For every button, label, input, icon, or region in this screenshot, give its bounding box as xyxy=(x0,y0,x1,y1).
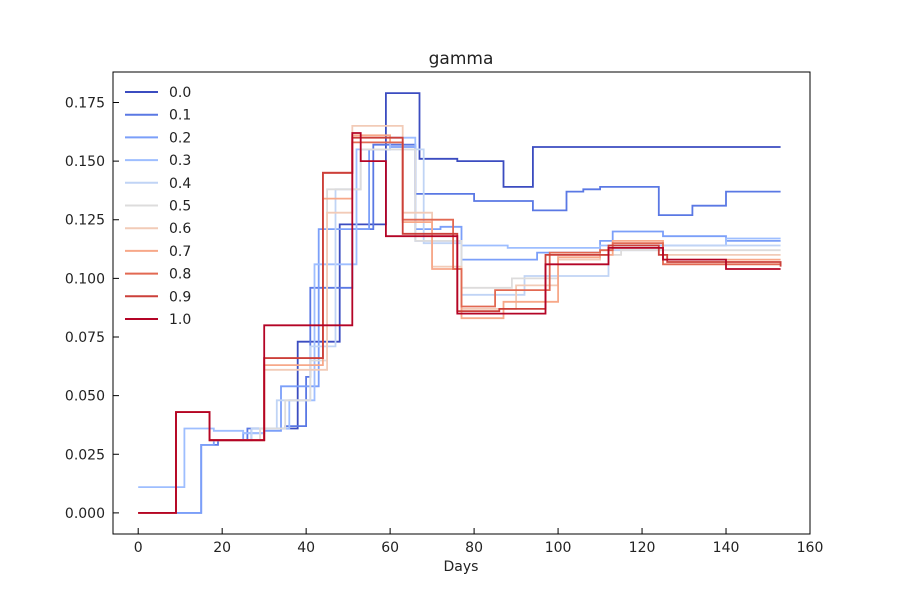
y-tick-label: 0.075 xyxy=(65,330,105,346)
x-tick-label: 20 xyxy=(213,540,231,556)
legend-label-0.1: 0.1 xyxy=(169,108,191,124)
y-tick-label: 0.150 xyxy=(65,154,105,170)
legend-label-0.4: 0.4 xyxy=(169,176,191,192)
x-axis: 0 20 40 60 80 100 120 140 160 xyxy=(134,528,824,556)
legend-label-0.0: 0.0 xyxy=(169,85,191,101)
x-tick-label: 160 xyxy=(797,540,824,556)
legend-label-0.5: 0.5 xyxy=(169,199,191,215)
chart-title: gamma xyxy=(429,49,494,69)
y-axis: 0.000 0.025 0.050 0.075 0.100 0.125 0.150 0.175 xyxy=(65,95,119,522)
y-tick-label: 0.000 xyxy=(65,506,105,522)
y-tick-label: 0.175 xyxy=(65,95,105,111)
legend-label-0.7: 0.7 xyxy=(169,244,191,260)
legend-label-0.2: 0.2 xyxy=(169,130,191,146)
series-line-1.0 xyxy=(138,132,781,514)
legend: 0.0 0.1 0.2 0.3 0.4 0.5 0.6 0.7 0.8 0.9 1.0 xyxy=(125,85,191,328)
x-axis-label: Days xyxy=(444,559,479,575)
x-tick-label: 100 xyxy=(545,540,572,556)
x-tick-label: 60 xyxy=(381,540,399,556)
x-tick-label: 80 xyxy=(465,540,483,556)
x-tick-label: 120 xyxy=(629,540,656,556)
series-line-0.1 xyxy=(138,143,781,514)
series-layer xyxy=(138,92,782,514)
y-tick-label: 0.050 xyxy=(65,389,105,405)
x-tick-label: 0 xyxy=(134,540,143,556)
legend-label-0.6: 0.6 xyxy=(169,221,191,237)
y-tick-label: 0.100 xyxy=(65,271,105,287)
plot-frame xyxy=(112,71,811,535)
legend-label-0.8: 0.8 xyxy=(169,267,191,283)
legend-label-0.3: 0.3 xyxy=(169,153,191,169)
x-tick-label: 140 xyxy=(713,540,740,556)
series-line-0.3 xyxy=(138,136,781,488)
x-tick-label: 40 xyxy=(297,540,315,556)
legend-label-1.0: 1.0 xyxy=(169,312,191,328)
y-tick-label: 0.025 xyxy=(65,447,105,463)
legend-label-0.9: 0.9 xyxy=(169,289,191,305)
y-tick-label: 0.125 xyxy=(65,213,105,229)
